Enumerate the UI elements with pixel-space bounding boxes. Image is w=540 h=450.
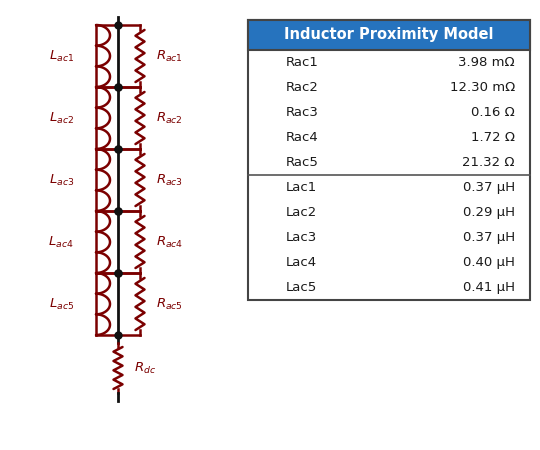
- Text: Rac5: Rac5: [286, 156, 319, 169]
- Text: $L_{ac4}$: $L_{ac4}$: [49, 234, 74, 250]
- Text: $L_{ac2}$: $L_{ac2}$: [49, 110, 74, 126]
- Text: Lac2: Lac2: [286, 206, 318, 219]
- Text: $R_{ac5}$: $R_{ac5}$: [156, 297, 183, 311]
- Text: $R_{ac1}$: $R_{ac1}$: [156, 49, 183, 63]
- Text: Inductor Proximity Model: Inductor Proximity Model: [284, 27, 494, 42]
- Text: 12.30 mΩ: 12.30 mΩ: [450, 81, 515, 94]
- Text: Lac1: Lac1: [286, 181, 318, 194]
- Text: 0.37 μH: 0.37 μH: [463, 231, 515, 244]
- Text: Lac4: Lac4: [286, 256, 317, 269]
- Text: $L_{ac5}$: $L_{ac5}$: [49, 297, 74, 311]
- Text: Rac2: Rac2: [286, 81, 319, 94]
- Text: Rac4: Rac4: [286, 131, 319, 144]
- Text: Rac1: Rac1: [286, 56, 319, 69]
- Text: 1.72 Ω: 1.72 Ω: [471, 131, 515, 144]
- Text: Lac3: Lac3: [286, 231, 318, 244]
- Text: 0.29 μH: 0.29 μH: [463, 206, 515, 219]
- Text: 0.37 μH: 0.37 μH: [463, 181, 515, 194]
- Bar: [248, 20, 530, 50]
- Text: 0.40 μH: 0.40 μH: [463, 256, 515, 269]
- Text: $R_{dc}$: $R_{dc}$: [134, 360, 156, 376]
- Text: 3.98 mΩ: 3.98 mΩ: [458, 56, 515, 69]
- Text: $L_{ac3}$: $L_{ac3}$: [49, 172, 74, 188]
- Text: $R_{ac4}$: $R_{ac4}$: [156, 234, 184, 250]
- Text: 0.16 Ω: 0.16 Ω: [471, 106, 515, 119]
- Text: $R_{ac2}$: $R_{ac2}$: [156, 110, 183, 126]
- Text: 0.41 μH: 0.41 μH: [463, 281, 515, 294]
- Text: $L_{ac1}$: $L_{ac1}$: [49, 49, 74, 63]
- Text: Lac5: Lac5: [286, 281, 318, 294]
- Text: Rac3: Rac3: [286, 106, 319, 119]
- Text: 21.32 Ω: 21.32 Ω: [462, 156, 515, 169]
- Text: $R_{ac3}$: $R_{ac3}$: [156, 172, 183, 188]
- Bar: [248, 20, 530, 300]
